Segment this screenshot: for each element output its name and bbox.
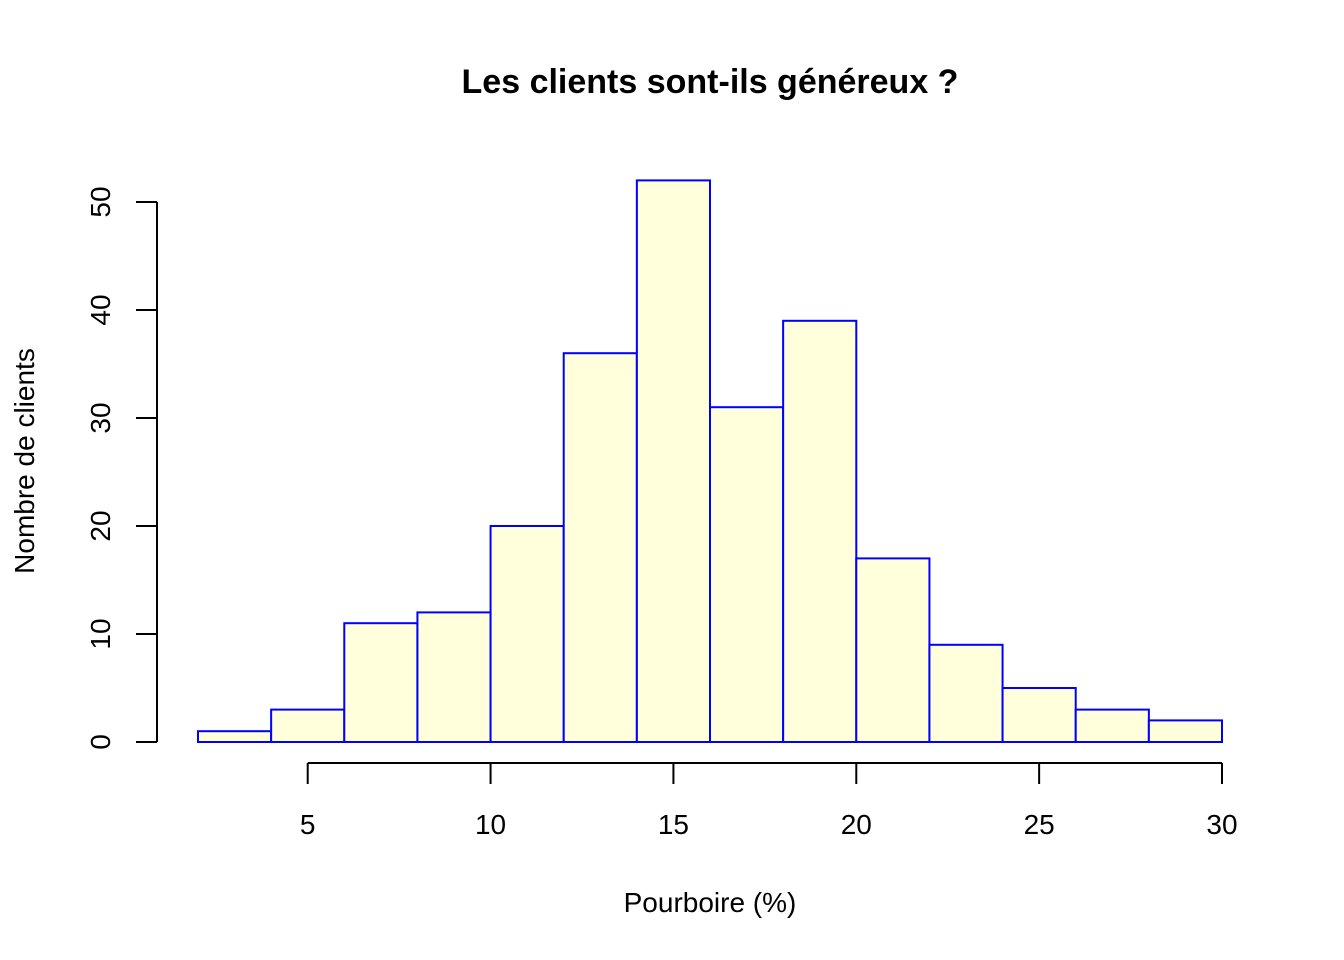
histogram-bar-6-8 — [343, 622, 419, 744]
histogram-bar-26-28 — [1074, 708, 1150, 743]
y-axis: 0 10 20 30 40 50 — [85, 186, 158, 750]
y-axis-title: Nombre de clients — [9, 348, 40, 574]
histogram-bar-4-6 — [270, 708, 346, 743]
histogram-bar-16-18 — [709, 406, 785, 743]
histogram-bar-22-24 — [928, 643, 1004, 743]
x-tick-label-5: 5 — [300, 809, 316, 840]
y-tick-label-40: 40 — [85, 294, 116, 325]
x-axis-title: Pourboire (%) — [624, 887, 797, 918]
histogram-bars — [197, 179, 1224, 744]
histogram-bar-12-14 — [562, 352, 638, 743]
y-tick-label-50: 50 — [85, 186, 116, 217]
histogram-bar-18-20 — [782, 319, 858, 743]
chart-title: Les clients sont-ils généreux ? — [462, 63, 959, 101]
histogram-bar-14-16 — [635, 179, 711, 743]
x-axis: 5 10 15 20 25 30 — [300, 762, 1238, 840]
x-tick-label-15: 15 — [658, 809, 689, 840]
histogram-bar-10-12 — [489, 525, 565, 743]
x-tick-label-20: 20 — [841, 809, 872, 840]
histogram-bar-2-4 — [197, 730, 273, 744]
histogram-bar-24-26 — [1001, 687, 1077, 743]
histogram-bar-8-10 — [416, 611, 492, 744]
x-tick-label-10: 10 — [475, 809, 506, 840]
y-tick-label-20: 20 — [85, 510, 116, 541]
y-tick-label-30: 30 — [85, 402, 116, 433]
x-tick-label-25: 25 — [1024, 809, 1055, 840]
x-tick-label-30: 30 — [1206, 809, 1237, 840]
y-tick-label-10: 10 — [85, 618, 116, 649]
histogram-bar-28-30 — [1147, 719, 1224, 744]
y-tick-label-0: 0 — [85, 734, 116, 750]
histogram-bar-20-22 — [855, 557, 931, 744]
